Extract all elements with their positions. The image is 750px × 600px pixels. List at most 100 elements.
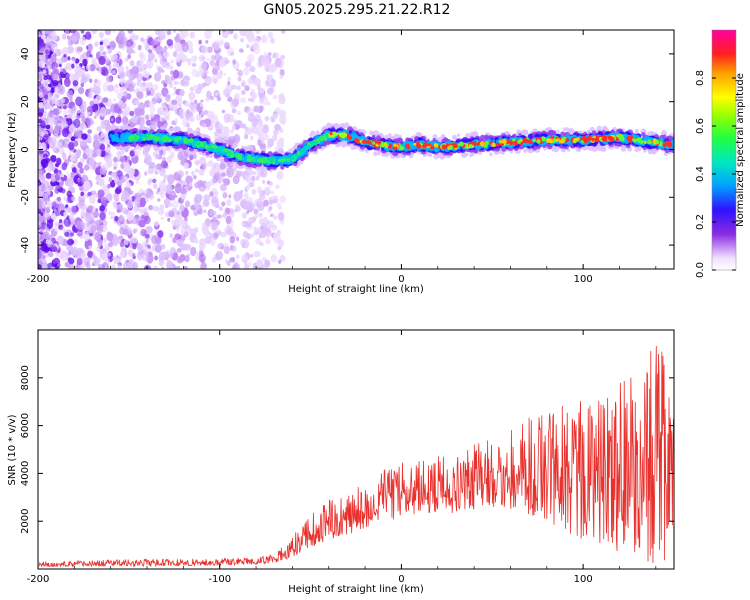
spectrogram-noise-point — [71, 113, 77, 120]
spectrogram-noise-point — [107, 48, 112, 54]
spectrogram-noise-point — [240, 90, 246, 96]
spectrogram-noise-point — [229, 208, 235, 214]
spectrogram-noise-point — [275, 184, 280, 190]
spectrogram-noise-point — [270, 213, 274, 217]
spectrogram-noise-point — [227, 76, 231, 82]
spectrogram-noise-point — [83, 164, 90, 171]
spectrogram-noise-point — [159, 96, 163, 100]
spectrogram-noise-point — [128, 83, 134, 92]
spectrogram-noise-point — [181, 117, 189, 128]
spectrogram-noise-point — [222, 30, 226, 33]
spectrogram-noise-point — [65, 206, 72, 213]
spectrogram-noise-point — [223, 242, 229, 247]
spectrogram-noise-point — [119, 215, 126, 223]
spectrogram-noise-point — [153, 94, 160, 104]
spectrogram-noise-point — [96, 149, 102, 157]
spectrogram-noise-point — [79, 109, 84, 113]
spectrogram-noise-point — [77, 232, 82, 237]
spectrogram-noise-point — [174, 183, 182, 194]
spectrogram-noise-point — [86, 111, 91, 116]
spectrogram-noise-point — [38, 264, 42, 269]
spectrogram-noise-point — [141, 82, 147, 87]
spectrogram-noise-point — [100, 253, 105, 259]
spectrogram-noise-point — [249, 65, 256, 73]
spectrogram-noise-point — [265, 238, 271, 245]
spectrogram-noise-point — [153, 265, 158, 269]
spectrogram-ridge-point — [461, 152, 466, 157]
spectrogram-noise-point — [64, 114, 68, 118]
spectrogram-noise-point — [194, 168, 199, 173]
spectrogram-noise-point — [126, 47, 134, 55]
spectrogram-noise-point — [193, 175, 197, 180]
spectrogram-noise-point — [256, 84, 262, 91]
spectrogram-noise-point — [223, 113, 231, 124]
spectrogram-ridge-point — [219, 158, 226, 164]
spectrogram-noise-point — [131, 66, 140, 75]
spectrogram-noise-point — [222, 213, 226, 218]
spectrogram-noise-point — [38, 215, 44, 223]
spectrogram-noise-point — [264, 228, 272, 237]
spectrogram-noise-point — [116, 205, 124, 213]
spectrogram-noise-point — [107, 84, 115, 92]
spectrogram-noise-point — [184, 254, 190, 263]
spectrogram-noise-point — [221, 109, 226, 114]
spectrogram-noise-point — [91, 86, 95, 93]
spectrogram-noise-point — [77, 204, 82, 209]
spectrogram-noise-point — [96, 126, 102, 132]
spectrogram-noise-point — [84, 211, 92, 222]
spectrogram-ridge-point — [398, 134, 402, 139]
spectrogram-noise-point — [220, 245, 224, 250]
spectrogram-noise-point — [237, 76, 242, 82]
spectrogram-noise-point — [180, 188, 187, 195]
spectrogram-noise-point — [94, 110, 100, 117]
spectrogram-noise-point — [188, 182, 193, 187]
spectrogram-noise-point — [44, 189, 51, 198]
spectrogram-noise-point — [71, 205, 78, 214]
spectrogram-noise-point — [238, 170, 243, 177]
spectrogram-noise-point — [176, 255, 184, 264]
spectrogram-noise-point — [144, 44, 149, 50]
spectrogram-noise-point — [117, 239, 122, 243]
spectrogram-ridge-point — [241, 145, 245, 149]
spectrogram-noise-point — [272, 94, 278, 100]
spectrogram-noise-point — [167, 32, 171, 36]
spectrogram-noise-point — [40, 158, 49, 168]
spectrogram-noise-point — [125, 182, 132, 189]
spectrogram-noise-point — [147, 244, 151, 249]
spectrogram-noise-point — [95, 94, 103, 104]
spectrogram-noise-point — [55, 181, 60, 186]
spectrogram-noise-point — [165, 184, 173, 195]
spectrogram-noise-point — [160, 216, 164, 220]
spectrogram-noise-point — [116, 254, 120, 259]
spectrogram-noise-point — [132, 252, 136, 257]
spectrogram-noise-point — [244, 221, 252, 228]
spectrogram-noise-point — [281, 121, 285, 125]
spectrogram-noise-point — [229, 235, 235, 244]
spectrogram-noise-point — [215, 120, 220, 125]
spectrogram-noise-point — [250, 233, 255, 239]
spectrogram-noise-point — [77, 161, 83, 169]
spectrogram-noise-point — [51, 201, 57, 209]
spectrogram-noise-point — [274, 57, 282, 68]
spectrogram-noise-point — [211, 42, 220, 50]
spectrogram-noise-point — [109, 40, 117, 51]
spectrogram-noise-point — [40, 131, 45, 138]
spectrogram-noise-point — [245, 44, 250, 49]
spectrogram-noise-point — [134, 108, 141, 116]
spectrogram-noise-point — [61, 252, 69, 262]
spectrogram-noise-point — [89, 78, 93, 83]
spectrogram-noise-point — [200, 111, 205, 117]
spectrogram-noise-point — [120, 163, 125, 169]
spectrogram-noise-point — [178, 219, 184, 225]
spectrogram-noise-point — [211, 74, 219, 84]
spectrogram-noise-point — [104, 30, 112, 36]
spectrogram-noise-point — [193, 203, 199, 209]
spectrogram-noise-point — [218, 179, 222, 184]
spectrogram-noise-point — [252, 78, 258, 86]
spectrogram-noise-point — [66, 35, 70, 40]
spectrogram-noise-point — [136, 80, 141, 87]
spectrogram-noise-point — [93, 85, 101, 96]
spectrogram-noise-point — [161, 87, 169, 97]
spectrogram-noise-point — [138, 219, 146, 228]
spectrogram-noise-point — [125, 41, 132, 49]
